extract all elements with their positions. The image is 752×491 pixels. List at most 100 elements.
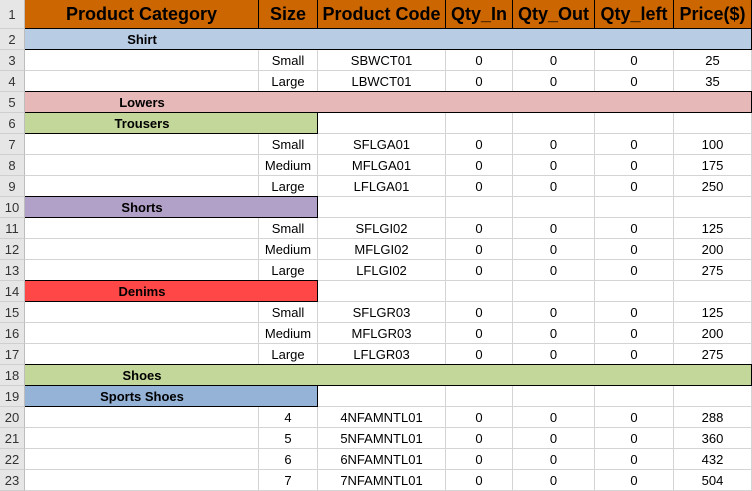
cell-qty-in[interactable]: 0 [446, 218, 513, 239]
cell-qty-left[interactable]: 0 [595, 155, 674, 176]
cell-size[interactable]: Large [259, 344, 318, 365]
cell-price[interactable]: 360 [674, 428, 752, 449]
category-band[interactable]: Lowers [25, 91, 752, 113]
cell-empty[interactable] [674, 113, 752, 134]
cell-empty[interactable] [318, 281, 446, 302]
cell-price[interactable]: 288 [674, 407, 752, 428]
row-header[interactable]: 12 [0, 239, 25, 260]
cell-size[interactable]: Small [259, 302, 318, 323]
cell-qty-out[interactable]: 0 [513, 428, 595, 449]
cell-qty-out[interactable]: 0 [513, 344, 595, 365]
cell-product-category[interactable] [25, 134, 259, 155]
cell-product-code[interactable]: MFLGR03 [318, 323, 446, 344]
cell-qty-out[interactable]: 0 [513, 260, 595, 281]
cell-product-code[interactable]: LFLGR03 [318, 344, 446, 365]
cell-size[interactable]: 6 [259, 449, 318, 470]
cell-qty-in[interactable]: 0 [446, 239, 513, 260]
cell-qty-out[interactable]: 0 [513, 71, 595, 92]
cell-qty-out[interactable]: 0 [513, 155, 595, 176]
cell-product-category[interactable] [25, 302, 259, 323]
cell-qty-out[interactable]: 0 [513, 407, 595, 428]
row-header[interactable]: 18 [0, 365, 25, 386]
cell-price[interactable]: 275 [674, 260, 752, 281]
cell-size[interactable]: 4 [259, 407, 318, 428]
column-header-size[interactable]: Size [259, 0, 318, 29]
cell-qty-left[interactable]: 0 [595, 134, 674, 155]
cell-qty-in[interactable]: 0 [446, 260, 513, 281]
cell-qty-left[interactable]: 0 [595, 50, 674, 71]
row-header[interactable]: 5 [0, 92, 25, 113]
cell-product-category[interactable] [25, 239, 259, 260]
cell-price[interactable]: 35 [674, 71, 752, 92]
cell-price[interactable]: 175 [674, 155, 752, 176]
cell-qty-out[interactable]: 0 [513, 176, 595, 197]
cell-product-code[interactable]: MFLGA01 [318, 155, 446, 176]
cell-qty-left[interactable]: 0 [595, 323, 674, 344]
cell-size[interactable]: Large [259, 71, 318, 92]
cell-size[interactable]: Medium [259, 239, 318, 260]
cell-product-code[interactable]: SBWCT01 [318, 50, 446, 71]
cell-product-code[interactable]: SFLGR03 [318, 302, 446, 323]
cell-qty-in[interactable]: 0 [446, 302, 513, 323]
cell-qty-left[interactable]: 0 [595, 302, 674, 323]
cell-product-category[interactable] [25, 176, 259, 197]
column-header-product-code[interactable]: Product Code [318, 0, 446, 29]
cell-size[interactable]: Large [259, 176, 318, 197]
cell-qty-out[interactable]: 0 [513, 449, 595, 470]
cell-product-category[interactable] [25, 260, 259, 281]
cell-price[interactable]: 200 [674, 323, 752, 344]
cell-empty[interactable] [595, 197, 674, 218]
cell-product-code[interactable]: LFLGI02 [318, 260, 446, 281]
cell-empty[interactable] [446, 386, 513, 407]
row-header[interactable]: 22 [0, 449, 25, 470]
cell-empty[interactable] [674, 197, 752, 218]
cell-product-code[interactable]: 4NFAMNTL01 [318, 407, 446, 428]
cell-empty[interactable] [595, 386, 674, 407]
column-header-qty-in[interactable]: Qty_In [446, 0, 513, 29]
cell-empty[interactable] [513, 197, 595, 218]
row-header[interactable]: 15 [0, 302, 25, 323]
cell-price[interactable]: 125 [674, 218, 752, 239]
cell-product-category[interactable] [25, 218, 259, 239]
cell-size[interactable]: Medium [259, 323, 318, 344]
cell-qty-in[interactable]: 0 [446, 323, 513, 344]
cell-qty-out[interactable]: 0 [513, 323, 595, 344]
row-header[interactable]: 6 [0, 113, 25, 134]
row-header[interactable]: 9 [0, 176, 25, 197]
cell-product-category[interactable] [25, 344, 259, 365]
cell-size[interactable]: Small [259, 134, 318, 155]
cell-product-code[interactable]: 5NFAMNTL01 [318, 428, 446, 449]
cell-product-category[interactable] [25, 407, 259, 428]
cell-qty-left[interactable]: 0 [595, 407, 674, 428]
cell-qty-in[interactable]: 0 [446, 449, 513, 470]
cell-qty-in[interactable]: 0 [446, 407, 513, 428]
cell-empty[interactable] [595, 113, 674, 134]
row-header[interactable]: 7 [0, 134, 25, 155]
cell-qty-left[interactable]: 0 [595, 176, 674, 197]
cell-product-category[interactable] [25, 71, 259, 92]
cell-size[interactable]: Small [259, 50, 318, 71]
cell-size[interactable]: 5 [259, 428, 318, 449]
cell-size[interactable]: Medium [259, 155, 318, 176]
cell-qty-in[interactable]: 0 [446, 428, 513, 449]
category-band[interactable]: Shirt [25, 28, 752, 50]
cell-qty-out[interactable]: 0 [513, 218, 595, 239]
cell-qty-in[interactable]: 0 [446, 50, 513, 71]
cell-size[interactable]: Small [259, 218, 318, 239]
cell-qty-left[interactable]: 0 [595, 239, 674, 260]
row-header[interactable]: 1 [0, 0, 25, 29]
column-header-product-category[interactable]: Product Category [25, 0, 259, 29]
cell-price[interactable]: 200 [674, 239, 752, 260]
row-header[interactable]: 20 [0, 407, 25, 428]
cell-empty[interactable] [318, 386, 446, 407]
row-header[interactable]: 13 [0, 260, 25, 281]
cell-qty-left[interactable]: 0 [595, 449, 674, 470]
cell-empty[interactable] [513, 113, 595, 134]
cell-qty-out[interactable]: 0 [513, 134, 595, 155]
row-header[interactable]: 16 [0, 323, 25, 344]
cell-qty-out[interactable]: 0 [513, 50, 595, 71]
cell-price[interactable]: 125 [674, 302, 752, 323]
row-header[interactable]: 17 [0, 344, 25, 365]
cell-qty-left[interactable]: 0 [595, 71, 674, 92]
row-header[interactable]: 14 [0, 281, 25, 302]
